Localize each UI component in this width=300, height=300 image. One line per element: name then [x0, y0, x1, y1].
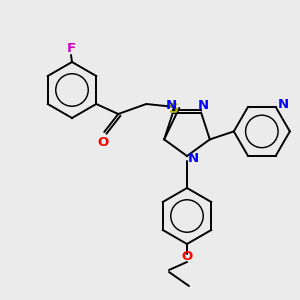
Text: O: O [182, 250, 193, 262]
Text: N: N [165, 99, 176, 112]
Text: S: S [169, 102, 179, 116]
Text: N: N [197, 99, 209, 112]
Text: N: N [277, 98, 288, 111]
Text: N: N [188, 152, 199, 166]
Text: O: O [98, 136, 109, 148]
Text: F: F [66, 43, 76, 56]
